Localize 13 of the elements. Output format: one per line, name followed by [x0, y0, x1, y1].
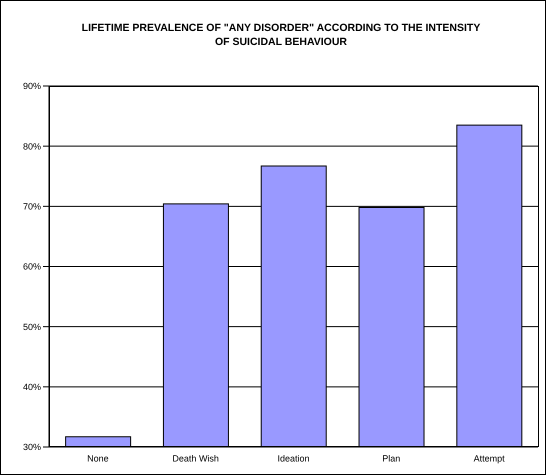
y-tick-label: 90% [22, 81, 41, 92]
y-tick-label: 50% [22, 322, 41, 332]
y-tick-label: 40% [22, 382, 41, 392]
y-tick-label: 60% [22, 262, 41, 272]
x-tick-label: Attempt [474, 453, 506, 464]
y-tick-label: 70% [22, 202, 41, 212]
x-tick-label: Death Wish [172, 453, 219, 464]
x-tick-label: Plan [382, 453, 400, 464]
y-tick-label: 30% [22, 442, 41, 452]
y-tick-label: 80% [22, 141, 41, 152]
x-tick-label: None [87, 453, 109, 464]
chart-title: LIFETIME PREVALENCE OF "ANY DISORDER" ACCORDING TO THE INTENSITY OF SUICIDAL BEHAVIOUR [81, 21, 481, 49]
x-tick-label: Ideation [277, 453, 310, 464]
